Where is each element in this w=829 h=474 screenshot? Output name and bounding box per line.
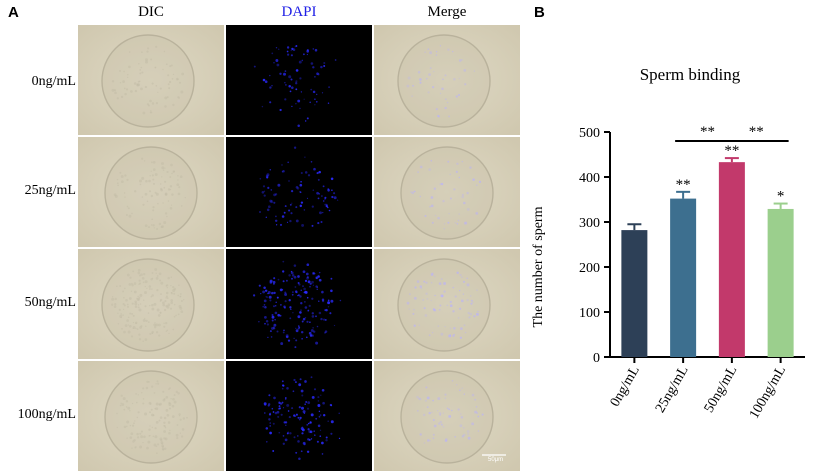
x-tick-label-25ng/mL: 25ng/mL bbox=[653, 364, 692, 416]
panel-a-label: A bbox=[8, 4, 19, 21]
comparison-label-1: ** bbox=[749, 124, 764, 140]
bar-annotation-25ng/mL: ** bbox=[676, 177, 691, 193]
column-header-merge: Merge bbox=[427, 4, 467, 20]
row-label-50: 50ng/mL bbox=[24, 295, 76, 310]
dapi-micrograph-0 bbox=[226, 25, 372, 135]
y-tick-label-200: 200 bbox=[579, 261, 600, 276]
row-label-25: 25ng/mL bbox=[24, 183, 76, 198]
bar-0ng/mL bbox=[621, 230, 648, 357]
dic-micrograph-2 bbox=[78, 249, 224, 359]
dic-micrograph-0 bbox=[78, 25, 224, 135]
x-tick-label-0ng/mL: 0ng/mL bbox=[608, 364, 643, 410]
merge-micrograph-0 bbox=[374, 25, 520, 135]
merge-micrograph-3 bbox=[374, 361, 520, 471]
chart-title: Sperm binding bbox=[640, 65, 741, 84]
dapi-micrograph-2 bbox=[226, 249, 372, 359]
y-tick-label-0: 0 bbox=[593, 351, 600, 366]
row-label-100: 100ng/mL bbox=[17, 407, 76, 422]
bar-annotation-50ng/mL: ** bbox=[724, 143, 739, 159]
column-header-dapi: DAPI bbox=[281, 4, 317, 20]
row-label-0: 0ng/mL bbox=[31, 74, 76, 89]
y-tick-label-300: 300 bbox=[579, 216, 600, 231]
bar-100ng/mL bbox=[767, 208, 794, 357]
y-tick-label-500: 500 bbox=[579, 126, 600, 141]
merge-micrograph-2 bbox=[374, 249, 520, 359]
x-tick-label-100ng/mL: 100ng/mL bbox=[747, 364, 789, 422]
dic-micrograph-3 bbox=[78, 361, 224, 471]
scale-bar-label: 50μm bbox=[488, 457, 504, 463]
x-tick-label-50ng/mL: 50ng/mL bbox=[702, 364, 741, 416]
merge-micrograph-1 bbox=[374, 137, 520, 247]
bar-50ng/mL bbox=[718, 162, 745, 357]
dapi-micrograph-3 bbox=[226, 361, 372, 471]
sperm-binding-bar-chart: Sperm binding The number of sperm 0 100 20… bbox=[531, 65, 805, 422]
comparison-label-0: ** bbox=[700, 124, 715, 140]
bar-annotation-100ng/mL: * bbox=[777, 189, 785, 205]
y-tick-label-100: 100 bbox=[579, 306, 600, 321]
dic-micrograph-1 bbox=[78, 137, 224, 247]
column-header-dic: DIC bbox=[138, 4, 164, 20]
bar-25ng/mL bbox=[670, 198, 697, 357]
y-axis-label: The number of sperm bbox=[531, 206, 546, 327]
panel-b-label: B bbox=[534, 4, 545, 21]
dapi-micrograph-1 bbox=[226, 137, 372, 247]
y-tick-label-400: 400 bbox=[579, 171, 600, 186]
